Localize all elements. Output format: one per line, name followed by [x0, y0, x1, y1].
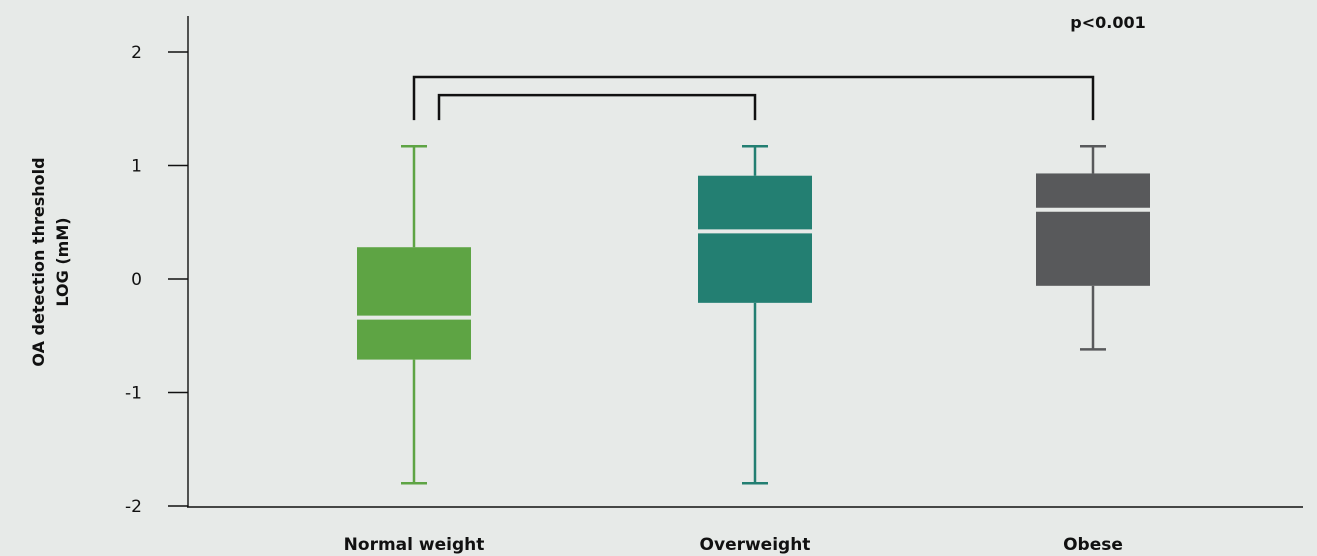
significance-brackets	[412, 75, 1095, 121]
y-tick-label-1: 1	[131, 157, 142, 177]
labels: 2 1 0 -1 -2 Normal weight Overweight Obese	[125, 43, 1123, 555]
whiskers	[401, 144, 1106, 485]
box-obese	[1036, 173, 1150, 286]
y-tick-label-3: -1	[125, 384, 142, 404]
y-axis-title-line-1: OA detection threshold	[29, 157, 48, 366]
significance-bracket-0	[412, 75, 1095, 121]
significance-bracket-1	[437, 93, 757, 121]
y-tick-label-4: -2	[125, 497, 142, 517]
axes	[168, 16, 1303, 508]
y-axis-title: OA detection threshold LOG (mM)	[29, 157, 72, 366]
x-tick-label-normal-weight: Normal weight	[344, 535, 485, 555]
x-tick-label-obese: Obese	[1063, 535, 1123, 555]
box-overweight	[698, 175, 812, 303]
y-axis-title-line-2: LOG (mM)	[53, 217, 72, 306]
significance-label: p<0.001	[1070, 13, 1145, 32]
boxes	[357, 173, 1150, 360]
y-tick-label-2: 0	[131, 270, 142, 290]
y-tick-label-0: 2	[131, 43, 142, 63]
box-normal-weight	[357, 247, 471, 360]
x-tick-label-overweight: Overweight	[700, 535, 811, 555]
